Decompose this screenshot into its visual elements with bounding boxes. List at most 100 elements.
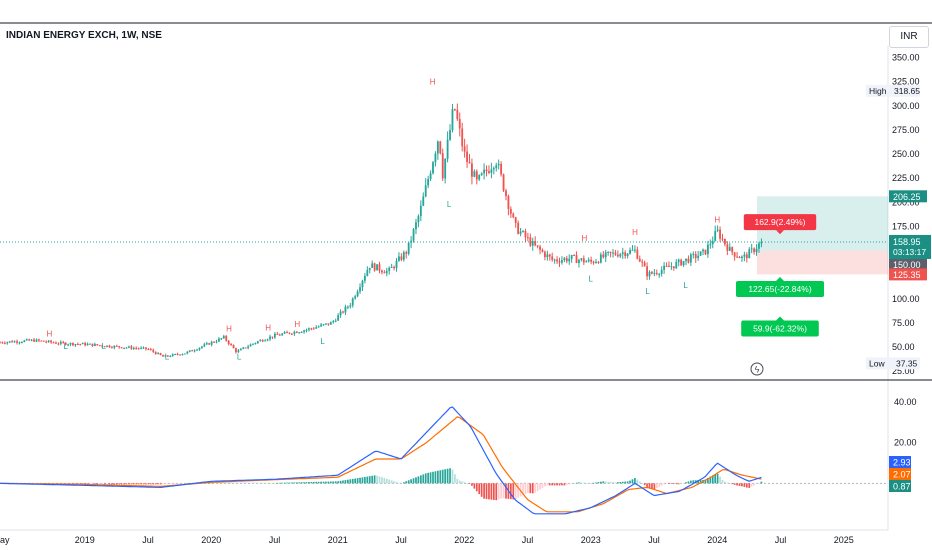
candle-body[interactable] [663,265,666,270]
candle-body[interactable] [11,341,14,343]
candle-body[interactable] [349,305,352,307]
candle-body[interactable] [519,231,522,234]
candle-body[interactable] [106,345,108,347]
candle-body[interactable] [402,252,405,260]
candle-body[interactable] [215,341,218,343]
candle-body[interactable] [475,171,478,180]
candle-body[interactable] [592,261,595,264]
candle-body[interactable] [371,263,374,268]
candle-body[interactable] [276,333,279,335]
candle-body[interactable] [373,263,376,271]
candle-body[interactable] [149,349,152,351]
candle-body[interactable] [723,238,726,245]
candle-body[interactable] [225,336,228,341]
candle-body[interactable] [290,333,293,335]
candle-body[interactable] [461,128,464,147]
candle-body[interactable] [522,231,524,233]
candle-body[interactable] [164,355,167,357]
candle-body[interactable] [278,334,281,336]
candle-body[interactable] [524,231,527,238]
candle-body[interactable] [427,179,430,186]
candle-body[interactable] [196,349,198,351]
candle-body[interactable] [441,153,444,179]
candle-body[interactable] [526,237,529,239]
candle-body[interactable] [346,306,349,308]
candle-body[interactable] [361,280,364,288]
candle-body[interactable] [614,252,617,255]
candle-body[interactable] [685,258,687,262]
candle-body[interactable] [648,271,651,277]
candle-body[interactable] [514,217,517,223]
candle-body[interactable] [86,343,89,346]
candle-body[interactable] [23,340,26,342]
candle-body[interactable] [305,329,308,331]
candle-body[interactable] [660,269,663,274]
candle-body[interactable] [697,255,700,259]
candle-body[interactable] [733,252,736,257]
candle-body[interactable] [422,196,425,206]
candle-body[interactable] [154,351,157,355]
candle-body[interactable] [218,338,220,342]
candle-body[interactable] [59,341,62,344]
candle-body[interactable] [517,222,520,234]
candle-body[interactable] [563,258,566,261]
candle-body[interactable] [539,246,541,250]
candle-body[interactable] [259,340,262,342]
candle-body[interactable] [568,258,571,262]
candle-body[interactable] [536,245,539,247]
candle-body[interactable] [120,347,123,349]
candle-body[interactable] [553,259,556,261]
candle-body[interactable] [300,331,303,333]
candle-body[interactable] [312,328,315,330]
candle-body[interactable] [171,354,174,357]
candle-body[interactable] [692,253,695,255]
candle-body[interactable] [200,346,203,348]
candle-body[interactable] [704,249,707,255]
candle-body[interactable] [398,256,400,261]
candle-body[interactable] [368,267,371,270]
candle-body[interactable] [689,254,692,263]
candle-body[interactable] [354,296,357,299]
candle-body[interactable] [638,258,641,262]
candle-body[interactable] [308,328,310,330]
candle-body[interactable] [237,350,240,353]
candle-body[interactable] [98,345,101,347]
candle-body[interactable] [619,254,622,257]
candle-body[interactable] [400,256,403,260]
candle-body[interactable] [607,251,610,253]
candle-body[interactable] [668,265,670,267]
candle-body[interactable] [72,342,74,346]
candle-body[interactable] [505,190,507,197]
candle-body[interactable] [558,261,561,263]
candle-body[interactable] [325,323,327,325]
candle-body[interactable] [176,353,179,355]
candle-body[interactable] [339,311,342,316]
candle-body[interactable] [273,333,276,338]
candle-body[interactable] [222,336,225,339]
candle-body[interactable] [490,169,493,173]
candle-body[interactable] [599,254,602,263]
candle-body[interactable] [556,259,558,262]
candle-body[interactable] [706,244,709,255]
candle-body[interactable] [419,205,422,217]
candle-body[interactable] [507,196,510,209]
candle-body[interactable] [743,254,746,257]
candle-body[interactable] [69,342,72,345]
candle-body[interactable] [466,151,468,162]
candle-body[interactable] [755,248,758,253]
target-annotation-box[interactable] [743,214,817,231]
candle-body[interactable] [254,342,257,344]
candle-body[interactable] [62,341,65,343]
candle-body[interactable] [439,141,442,154]
candle-body[interactable] [8,341,11,343]
candle-body[interactable] [434,153,437,163]
candle-body[interactable] [344,306,347,313]
candle-body[interactable] [115,345,118,347]
candle-body[interactable] [604,252,607,258]
candle-body[interactable] [342,311,344,313]
candle-body[interactable] [166,355,169,357]
candle-body[interactable] [468,161,471,164]
candle-body[interactable] [123,347,125,349]
candle-body[interactable] [702,249,704,252]
